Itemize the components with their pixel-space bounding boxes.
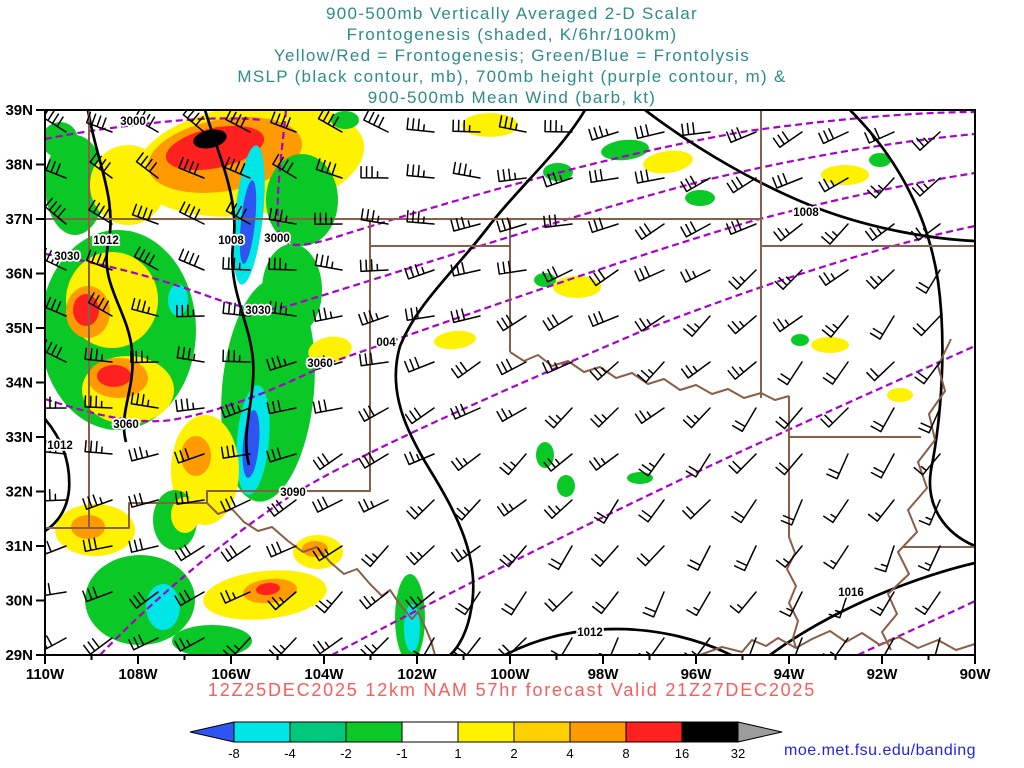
contour-label: 3000 (120, 116, 146, 128)
lon-label: 102W (397, 666, 437, 683)
contour-label: 3030 (245, 305, 271, 317)
colorbar-segment (457, 721, 515, 743)
lon-label: 104W (304, 666, 344, 683)
lat-label: 30N (5, 593, 33, 610)
contour-label: 3060 (113, 419, 139, 431)
lon-label: 106W (211, 666, 251, 683)
title-line: Yellow/Red = Frontogenesis; Green/Blue =… (273, 46, 751, 65)
lat-label: 34N (5, 375, 33, 392)
lat-label: 37N (5, 211, 33, 228)
colorbar-tick-label: -8 (228, 746, 240, 761)
colorbar-left-arrow (189, 721, 235, 743)
colorbar-segment (233, 721, 291, 743)
wind-barb-paths (45, 110, 941, 655)
contour-label: 3000 (264, 233, 290, 245)
lat-label: 38N (5, 157, 33, 174)
contour-label: 1016 (838, 587, 864, 599)
frontogenesis-shading (45, 110, 913, 655)
colorbar-tick-label: 8 (622, 746, 629, 761)
lat-label: 31N (5, 538, 33, 555)
title-line: MSLP (black contour, mb), 700mb height (… (237, 67, 787, 86)
mslp-contours (45, 110, 975, 655)
colorbar-segment (569, 721, 627, 743)
colorbar-segment (513, 721, 571, 743)
lon-label: 90W (960, 666, 992, 683)
colorbar-tick-label: -2 (340, 746, 352, 761)
colorbar-tick-label: 32 (731, 746, 745, 761)
lon-label: 98W (588, 666, 620, 683)
colorbar-right-arrow (737, 721, 783, 743)
colorbar-segment (625, 721, 683, 743)
lon-label: 94W (774, 666, 806, 683)
colorbar-tick-label: 2 (510, 746, 517, 761)
contour-label: 3060 (307, 358, 333, 370)
title-line: 900-500mb Mean Wind (barb, kt) (367, 88, 657, 107)
lat-label: 29N (5, 647, 33, 664)
colorbar-tick-label: 16 (675, 746, 689, 761)
lat-label: 35N (5, 320, 33, 337)
title-line: Frontogenesis (shaded, K/6hr/100km) (346, 25, 678, 44)
contour-label: 1012 (47, 440, 73, 452)
contour-label: 1012 (577, 627, 603, 639)
state-borders (45, 110, 975, 655)
contour-label: 1008 (218, 235, 244, 247)
lat-label: 32N (5, 484, 33, 501)
height-contours (45, 110, 975, 655)
contour-label: 1012 (93, 235, 119, 247)
colorbar-tick-label: -4 (284, 746, 296, 761)
contour-label: 3030 (54, 251, 80, 263)
axis-labels: 39N 38N 37N 36N 35N 34N 33N 32N 31N 30N 29N 110W 108… (5, 102, 991, 683)
lon-label: 92W (867, 666, 899, 683)
lat-label: 33N (5, 429, 33, 446)
contour-label: 1008 (793, 207, 819, 219)
colorbar-segment (345, 721, 403, 743)
colorbar-segment (401, 721, 459, 743)
lat-label: 36N (5, 266, 33, 283)
lon-label: 100W (490, 666, 530, 683)
colorbar-segment (289, 721, 347, 743)
lon-label: 96W (681, 666, 713, 683)
lon-label: 110W (26, 666, 65, 683)
contour-label: 3090 (280, 487, 306, 499)
colorbar-tick-label: 4 (566, 746, 573, 761)
contour-labels: 3000 1012 1008 3000 3030 3030 3060 3060 004 1012 3… (45, 114, 865, 641)
lon-label: 108W (118, 666, 158, 683)
contour-label: 004 (376, 337, 396, 349)
credit-link[interactable]: moe.met.fsu.edu/banding (784, 742, 977, 759)
colorbar-tick-label: -1 (396, 746, 408, 761)
colorbar-tick-label: 1 (454, 746, 461, 761)
chart-title: 900-500mb Vertically Averaged 2-D Scalar… (0, 3, 1024, 108)
lat-label: 39N (5, 102, 33, 119)
title-line: 900-500mb Vertically Averaged 2-D Scalar (325, 4, 699, 23)
forecast-caption: 12Z25DEC2025 12km NAM 57hr forecast Vali… (207, 680, 817, 700)
colorbar: -8 -4 -2 -1 1 2 4 8 16 32 (189, 721, 783, 761)
wind-barbs (45, 110, 941, 655)
colorbar-segment (681, 721, 739, 743)
